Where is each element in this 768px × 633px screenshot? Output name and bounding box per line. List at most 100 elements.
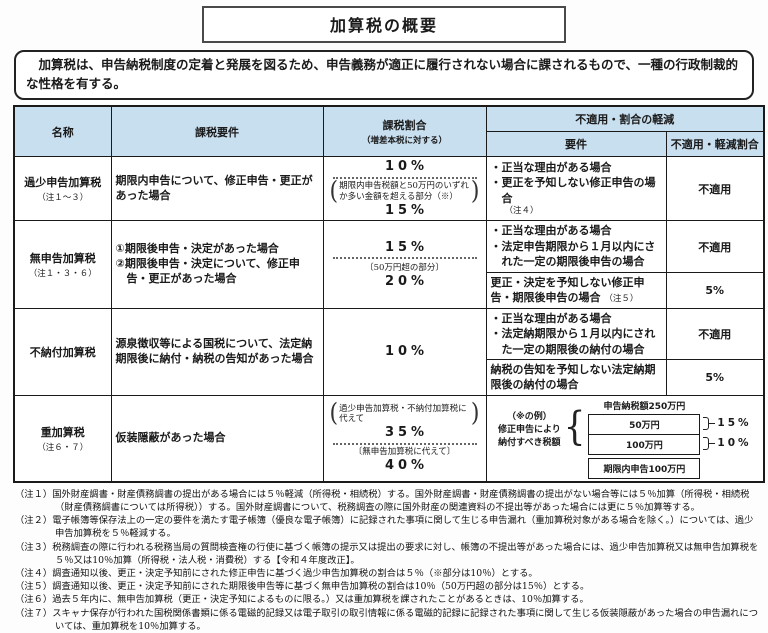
dotted-divider	[332, 176, 477, 179]
footnote-1: （注１）国外財産調書・財産債務調書の提出がある場合には５％軽減（所得税・相続税）…	[15, 488, 760, 514]
row2-exreq-b-text: 更正・決定を予知しない修正申告・期限後申告の場合	[490, 275, 645, 304]
row4-rate-note-top-group: 過少申告加算税・不納付加算税に代えて	[328, 403, 482, 425]
big-paren-open	[330, 179, 339, 204]
dotted-divider	[332, 257, 477, 260]
document-page: 加算税の概要 加算税は、申告納税制度の定着と発展を図るため、申告義務が適正に履行…	[0, 0, 768, 575]
footnote-label: （注２）	[15, 515, 53, 527]
footnote-4: （注４）調査通知以後、更正・決定予知前にされた修正申告に基づく過少申告加算税の割…	[15, 567, 760, 580]
row3-requirement: 源泉徴収等による国税について、法定納期限後に納付・納税の告知があった場合	[110, 307, 324, 396]
row3-exreq-a-item: ・法定納期限から１月以内にされた一定の期限後の納付の場合	[490, 327, 656, 356]
row1-exreq-item: ・更正を予知しない修正申告の場合	[490, 176, 656, 205]
row2-exreq-a-item: ・法定申告期限から１月以内にされた一定の期限後申告の場合	[490, 239, 656, 269]
row2-name-note: （注１・３・６）	[28, 269, 97, 280]
row1-rate-note-group: 期限内申告税額と50万円のいずれか多い金額を超える部分（※）	[328, 181, 482, 203]
row1-requirement: 期限内申告について、修正申告・更正があった場合	[110, 156, 324, 222]
diagram-example-label: 修正申告により	[497, 424, 561, 435]
row3-name-cell: 不納付加算税	[13, 307, 112, 396]
row4-rate-bottom: 40%	[384, 457, 429, 473]
bracket-dash-icon	[709, 442, 716, 444]
row4-example-diagram: （※の例） 修正申告により 納付すべき税額 申告納税額250万円 50万円 10…	[485, 394, 765, 483]
row2-rate-note: 〔50万円超の部分〕	[365, 263, 444, 274]
row2-req-item: ②期限後申告・決定について、修正申告・更正があった場合	[115, 257, 300, 286]
row1-name-cell: 過少申告加算税 （注１～３）	[13, 156, 112, 222]
big-paren-close	[471, 179, 480, 204]
header-name: 名称	[13, 105, 112, 158]
footnote-6: （注６）過去５年内に、無申告加算税（更正・決定予知によるものに限る。）又は重加算…	[15, 593, 760, 606]
footnote-7: （注７）スキャナ保存が行われた国税関係書類に係る電磁的記録又は電子取引の取引情報…	[15, 607, 760, 633]
big-paren-open	[330, 402, 339, 427]
diagram-rate-row: 15%	[703, 414, 751, 433]
row2-exemption-req-b: 更正・決定を予知しない修正申告・期限後申告の場合 （注５）	[485, 271, 667, 309]
footnotes: （注１）国外財産調書・財産債務調書の提出がある場合には５％軽減（所得税・相続税）…	[15, 488, 760, 633]
row2-rate-cell: 15% 〔50万円超の部分〕 20%	[322, 220, 487, 309]
row1-rate-bottom: 15%	[384, 202, 429, 218]
row4-name-cell: 重加算税 （注６・７）	[13, 394, 112, 483]
bracket-hook-icon	[703, 436, 710, 450]
footnote-3: （注３）税務調査の際に行われる税務当局の質問検査権の行使に基づく帳簿の提示又は提…	[15, 541, 760, 567]
row1-rate-cell: 10% 期限内申告税額と50万円のいずれか多い金額を超える部分（※） 15%	[322, 156, 487, 222]
footnote-text: スキャナ保存が行われた国税関係書類に係る電磁的記録又は電子取引の取引情報に係る電…	[52, 607, 759, 632]
header-rate: 課税割合 （増差本税に対する）	[322, 105, 487, 158]
row4-name-note: （注６・７）	[37, 442, 89, 453]
bracket-hook-icon	[703, 416, 710, 430]
intro-box: 加算税は、申告納税制度の定着と発展を図るため、申告義務が適正に履行されない場合に…	[14, 50, 754, 100]
row1-rate-top: 10%	[384, 159, 429, 175]
row2-exemption-rate-a: 不適用	[665, 220, 765, 273]
row2-rate-bottom: 20%	[384, 273, 429, 289]
header-exemption-rate: 不適用・軽減割合	[665, 131, 765, 158]
row1-rate-note: 期限内申告税額と50万円のいずれか多い金額を超える部分（※）	[339, 181, 469, 202]
diagram-box-50man: 50万円	[588, 413, 701, 435]
row4-rate-cell: 過少申告加算税・不納付加算税に代えて 35% 〔無申告加算税に代えて〕 40%	[322, 394, 487, 483]
big-paren-close	[471, 402, 480, 427]
header-exemption: 不適用・割合の軽減	[485, 105, 765, 133]
row2-rate-top: 15%	[384, 239, 429, 255]
title-wrapper: 加算税の概要	[0, 0, 768, 43]
diagram-left-label: （※の例） 修正申告により 納付すべき税額	[498, 411, 561, 450]
row2-requirement: ①期限後申告・決定があった場合 ②期限後申告・決定について、修正申告・更正があっ…	[110, 220, 324, 309]
row2-name-cell: 無申告加算税 （注１・３・６）	[13, 220, 112, 309]
footnote-text: 過去５年内に、無申告加算税（更正・決定予知によるものに限る。）又は重加算税を課さ…	[52, 594, 589, 606]
curly-brace-icon	[564, 410, 586, 444]
footnote-5: （注５）調査通知以後、更正・決定予知前にされた期限後申告等に基づく無申告加算税の…	[15, 580, 760, 593]
footnote-text: 税務調査の際に行われる税務当局の質問検査権の行使に基づく帳簿の提示又は提出の要求…	[52, 541, 759, 566]
row1-exreq-note: （注４）	[504, 205, 539, 216]
diagram-box-stack: 申告納税額250万円 50万円 100万円 期限内申告100万円	[588, 398, 701, 479]
row1-exemption-req: ・正当な理由がある場合 ・更正を予知しない修正申告の場合 （注４）	[485, 156, 667, 222]
header-exemption-req: 要件	[485, 131, 667, 158]
footnote-text: 調査通知以後、更正・決定予知前にされた修正申告に基づく過少申告加算税の割合は５％…	[52, 567, 538, 579]
footnote-label: （注５）	[15, 581, 53, 593]
row1-exemption-rate: 不適用	[665, 156, 765, 222]
diagram-box-100man: 100万円	[588, 434, 701, 455]
row4-rate-note-bottom: 〔無申告加算税に代えて〕	[353, 447, 456, 458]
row4-requirement: 仮装隠蔽があった場合	[110, 394, 324, 483]
bracket-dash-icon	[709, 422, 716, 424]
diagram-rate-row: 10%	[703, 434, 751, 453]
diagram-example-label: 納付すべき税額	[498, 437, 561, 448]
footnote-label: （注７）	[15, 607, 53, 619]
row3-name: 不納付加算税	[29, 345, 96, 359]
table-row-funofu: 不納付加算税 源泉徴収等による国税について、法定納期限後に納付・納税の告知があっ…	[13, 307, 765, 396]
table-row-funofu-sub: 納税の告知を予知しない法定納期限後の納付の場合 5%	[14, 359, 765, 396]
diagram-total-label: 申告納税額250万円	[603, 401, 686, 412]
row2-exemption-req-a: ・正当な理由がある場合 ・法定申告期限から１月以内にされた一定の期限後申告の場合	[485, 220, 667, 273]
row4-rate-note-top: 過少申告加算税・不納付加算税に代えて	[339, 403, 467, 425]
row4-rate-top: 35%	[384, 425, 429, 441]
table-row-jukasanzei: 重加算税 （注６・７） 仮装隠蔽があった場合 過少申告加算税・不納付加算税に代え…	[13, 394, 765, 483]
header-rate-label: 課税割合	[382, 119, 427, 132]
row3-exemption-req-a: ・正当な理由がある場合 ・法定納期限から１月以内にされた一定の期限後の納付の場合	[485, 307, 667, 361]
header-requirement: 課税要件	[110, 105, 324, 158]
table-row-mushinkoku-sub: 更正・決定を予知しない修正申告・期限後申告の場合 （注５） 5%	[14, 271, 765, 309]
row3-exemption-req-b: 納税の告知を予知しない法定納期限後の納付の場合	[485, 359, 667, 396]
footnote-2: （注２）電子帳簿等保存法上の一定の要件を満たす電子帳簿（優良な電子帳簿）に記録さ…	[15, 514, 760, 540]
row2-exreq-a-item: ・正当な理由がある場合	[490, 224, 612, 238]
diagram-rate-15: 15%	[717, 417, 752, 430]
diagram-rate-10: 10%	[717, 437, 752, 450]
row2-exemption-rate-b: 5%	[665, 271, 765, 309]
row3-exemption-rate-b: 5%	[665, 359, 765, 396]
footnote-label: （注１）	[15, 488, 53, 500]
kasanzei-table: 名称 課税要件 課税割合 （増差本税に対する） 不適用・割合の軽減 要件 不適用…	[13, 104, 765, 483]
footnote-label: （注３）	[15, 541, 53, 553]
row1-exreq-item: ・正当な理由がある場合	[490, 160, 612, 174]
row1-name: 過少申告加算税	[24, 176, 102, 190]
row3-exemption-rate-a: 不適用	[665, 307, 765, 361]
